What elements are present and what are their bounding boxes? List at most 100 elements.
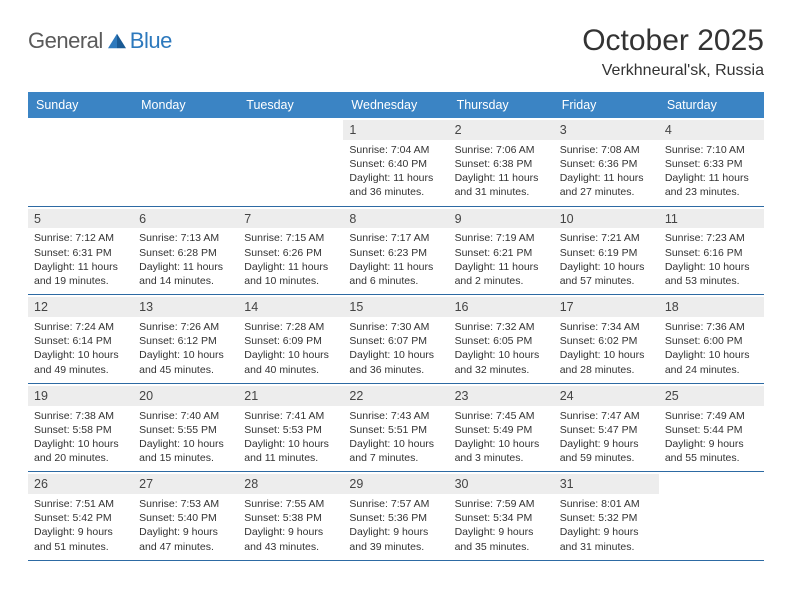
sunset-text: Sunset: 5:36 PM [349,511,442,525]
daylight-text: Daylight: 10 hours and 24 minutes. [665,348,758,376]
day-number: 6 [139,212,146,226]
sunset-text: Sunset: 5:49 PM [455,423,548,437]
daylight-text: Daylight: 11 hours and 2 minutes. [455,260,548,288]
day-body: Sunrise: 7:32 AMSunset: 6:05 PMDaylight:… [455,320,548,377]
sunrise-text: Sunrise: 7:06 AM [455,143,548,157]
day-cell: 16 Sunrise: 7:32 AMSunset: 6:05 PMDayligh… [449,295,554,383]
daynum-row: 21 [238,386,343,406]
day-number: 4 [665,123,672,137]
brand-mark-icon [106,32,128,50]
sunrise-text: Sunrise: 7:40 AM [139,409,232,423]
daylight-text: Daylight: 10 hours and 57 minutes. [560,260,653,288]
daylight-text: Daylight: 10 hours and 28 minutes. [560,348,653,376]
day-cell [659,472,764,560]
day-cell: 26Sunrise: 7:51 AMSunset: 5:42 PMDayligh… [28,472,133,560]
daynum-row: 19 [28,386,133,406]
daynum-row: 13 [133,297,238,317]
sunrise-text: Sunrise: 7:21 AM [560,231,653,245]
daylight-text: Daylight: 9 hours and 31 minutes. [560,525,653,553]
day-body: Sunrise: 7:47 AMSunset: 5:47 PMDaylight:… [560,409,653,466]
day-number: 2 [455,123,462,137]
day-body: Sunrise: 7:30 AMSunset: 6:07 PMDaylight:… [349,320,442,377]
day-body: Sunrise: 7:36 AMSunset: 6:00 PMDaylight:… [665,320,758,377]
sunset-text: Sunset: 6:14 PM [34,334,127,348]
sunset-text: Sunset: 5:32 PM [560,511,653,525]
sunrise-text: Sunrise: 7:55 AM [244,497,337,511]
week-row: 12Sunrise: 7:24 AMSunset: 6:14 PMDayligh… [28,295,764,384]
sunset-text: Sunset: 6:33 PM [665,157,758,171]
day-cell: 30Sunrise: 7:59 AMSunset: 5:34 PMDayligh… [449,472,554,560]
day-cell: 19Sunrise: 7:38 AMSunset: 5:58 PMDayligh… [28,384,133,472]
sunrise-text: Sunrise: 7:51 AM [34,497,127,511]
day-number: 13 [139,300,153,314]
day-number: 16 [455,300,469,314]
week-row: 5Sunrise: 7:12 AMSunset: 6:31 PMDaylight… [28,207,764,296]
day-number: 27 [139,477,153,491]
sunrise-text: Sunrise: 7:59 AM [455,497,548,511]
day-body: Sunrise: 7:08 AMSunset: 6:36 PMDaylight:… [560,143,653,200]
day-cell: 15 Sunrise: 7:30 AMSunset: 6:07 PMDayligh… [343,295,448,383]
sunset-text: Sunset: 6:31 PM [34,246,127,260]
day-cell: 29Sunrise: 7:57 AMSunset: 5:36 PMDayligh… [343,472,448,560]
daylight-text: Daylight: 9 hours and 35 minutes. [455,525,548,553]
daylight-text: Daylight: 10 hours and 3 minutes. [455,437,548,465]
day-header: Sunday [28,92,133,118]
day-body: Sunrise: 7:12 AMSunset: 6:31 PMDaylight:… [34,231,127,288]
day-header: Monday [133,92,238,118]
day-number: 23 [455,389,469,403]
month-title: October 2025 [582,24,764,58]
daylight-text: Daylight: 11 hours and 10 minutes. [244,260,337,288]
day-body: Sunrise: 7:40 AMSunset: 5:55 PMDaylight:… [139,409,232,466]
sunset-text: Sunset: 5:47 PM [560,423,653,437]
day-body: Sunrise: 8:01 AMSunset: 5:32 PMDaylight:… [560,497,653,554]
day-cell: 12Sunrise: 7:24 AMSunset: 6:14 PMDayligh… [28,295,133,383]
sunset-text: Sunset: 6:16 PM [665,246,758,260]
brand-logo: General Blue [28,28,172,54]
daynum-row: 10 [554,209,659,229]
day-body: Sunrise: 7:10 AMSunset: 6:33 PMDaylight:… [665,143,758,200]
day-header: Thursday [449,92,554,118]
title-block: October 2025 Verkhneural'sk, Russia [582,24,764,80]
sunrise-text: Sunrise: 7:45 AM [455,409,548,423]
sunrise-text: Sunrise: 7:13 AM [139,231,232,245]
header: General Blue October 2025 Verkhneural'sk… [28,24,764,80]
sunrise-text: Sunrise: 7:41 AM [244,409,337,423]
daylight-text: Daylight: 11 hours and 31 minutes. [455,171,548,199]
day-number: 18 [665,300,679,314]
daylight-text: Daylight: 11 hours and 6 minutes. [349,260,442,288]
daylight-text: Daylight: 10 hours and 36 minutes. [349,348,442,376]
brand-text-2: Blue [130,28,172,54]
sunrise-text: Sunrise: 7:28 AM [244,320,337,334]
day-header: Wednesday [343,92,448,118]
sunset-text: Sunset: 6:05 PM [455,334,548,348]
sunset-text: Sunset: 6:23 PM [349,246,442,260]
sunset-text: Sunset: 6:00 PM [665,334,758,348]
day-cell [28,118,133,206]
day-cell: 1Sunrise: 7:04 AMSunset: 6:40 PMDaylight… [343,118,448,206]
sunset-text: Sunset: 6:12 PM [139,334,232,348]
day-number: 10 [560,212,574,226]
day-cell: 17Sunrise: 7:34 AMSunset: 6:02 PMDayligh… [554,295,659,383]
day-number: 1 [349,123,356,137]
day-body: Sunrise: 7:15 AMSunset: 6:26 PMDaylight:… [244,231,337,288]
day-body: Sunrise: 7:51 AMSunset: 5:42 PMDaylight:… [34,497,127,554]
sunset-text: Sunset: 5:40 PM [139,511,232,525]
week-row: 19Sunrise: 7:38 AMSunset: 5:58 PMDayligh… [28,384,764,473]
sunset-text: Sunset: 5:38 PM [244,511,337,525]
sunrise-text: Sunrise: 7:24 AM [34,320,127,334]
day-number: 15 [349,300,363,314]
day-body: Sunrise: 7:53 AMSunset: 5:40 PMDaylight:… [139,497,232,554]
sunset-text: Sunset: 6:09 PM [244,334,337,348]
day-number: 3 [560,123,567,137]
day-body: Sunrise: 7:06 AMSunset: 6:38 PMDaylight:… [455,143,548,200]
sunrise-text: Sunrise: 7:47 AM [560,409,653,423]
daynum-row: 31 [554,474,659,494]
day-body: Sunrise: 7:43 AMSunset: 5:51 PMDaylight:… [349,409,442,466]
day-number: 25 [665,389,679,403]
day-cell: 28Sunrise: 7:55 AMSunset: 5:38 PMDayligh… [238,472,343,560]
day-body: Sunrise: 7:23 AMSunset: 6:16 PMDaylight:… [665,231,758,288]
daynum-row: 20 [133,386,238,406]
sunrise-text: Sunrise: 7:53 AM [139,497,232,511]
daylight-text: Daylight: 9 hours and 59 minutes. [560,437,653,465]
sunset-text: Sunset: 6:26 PM [244,246,337,260]
